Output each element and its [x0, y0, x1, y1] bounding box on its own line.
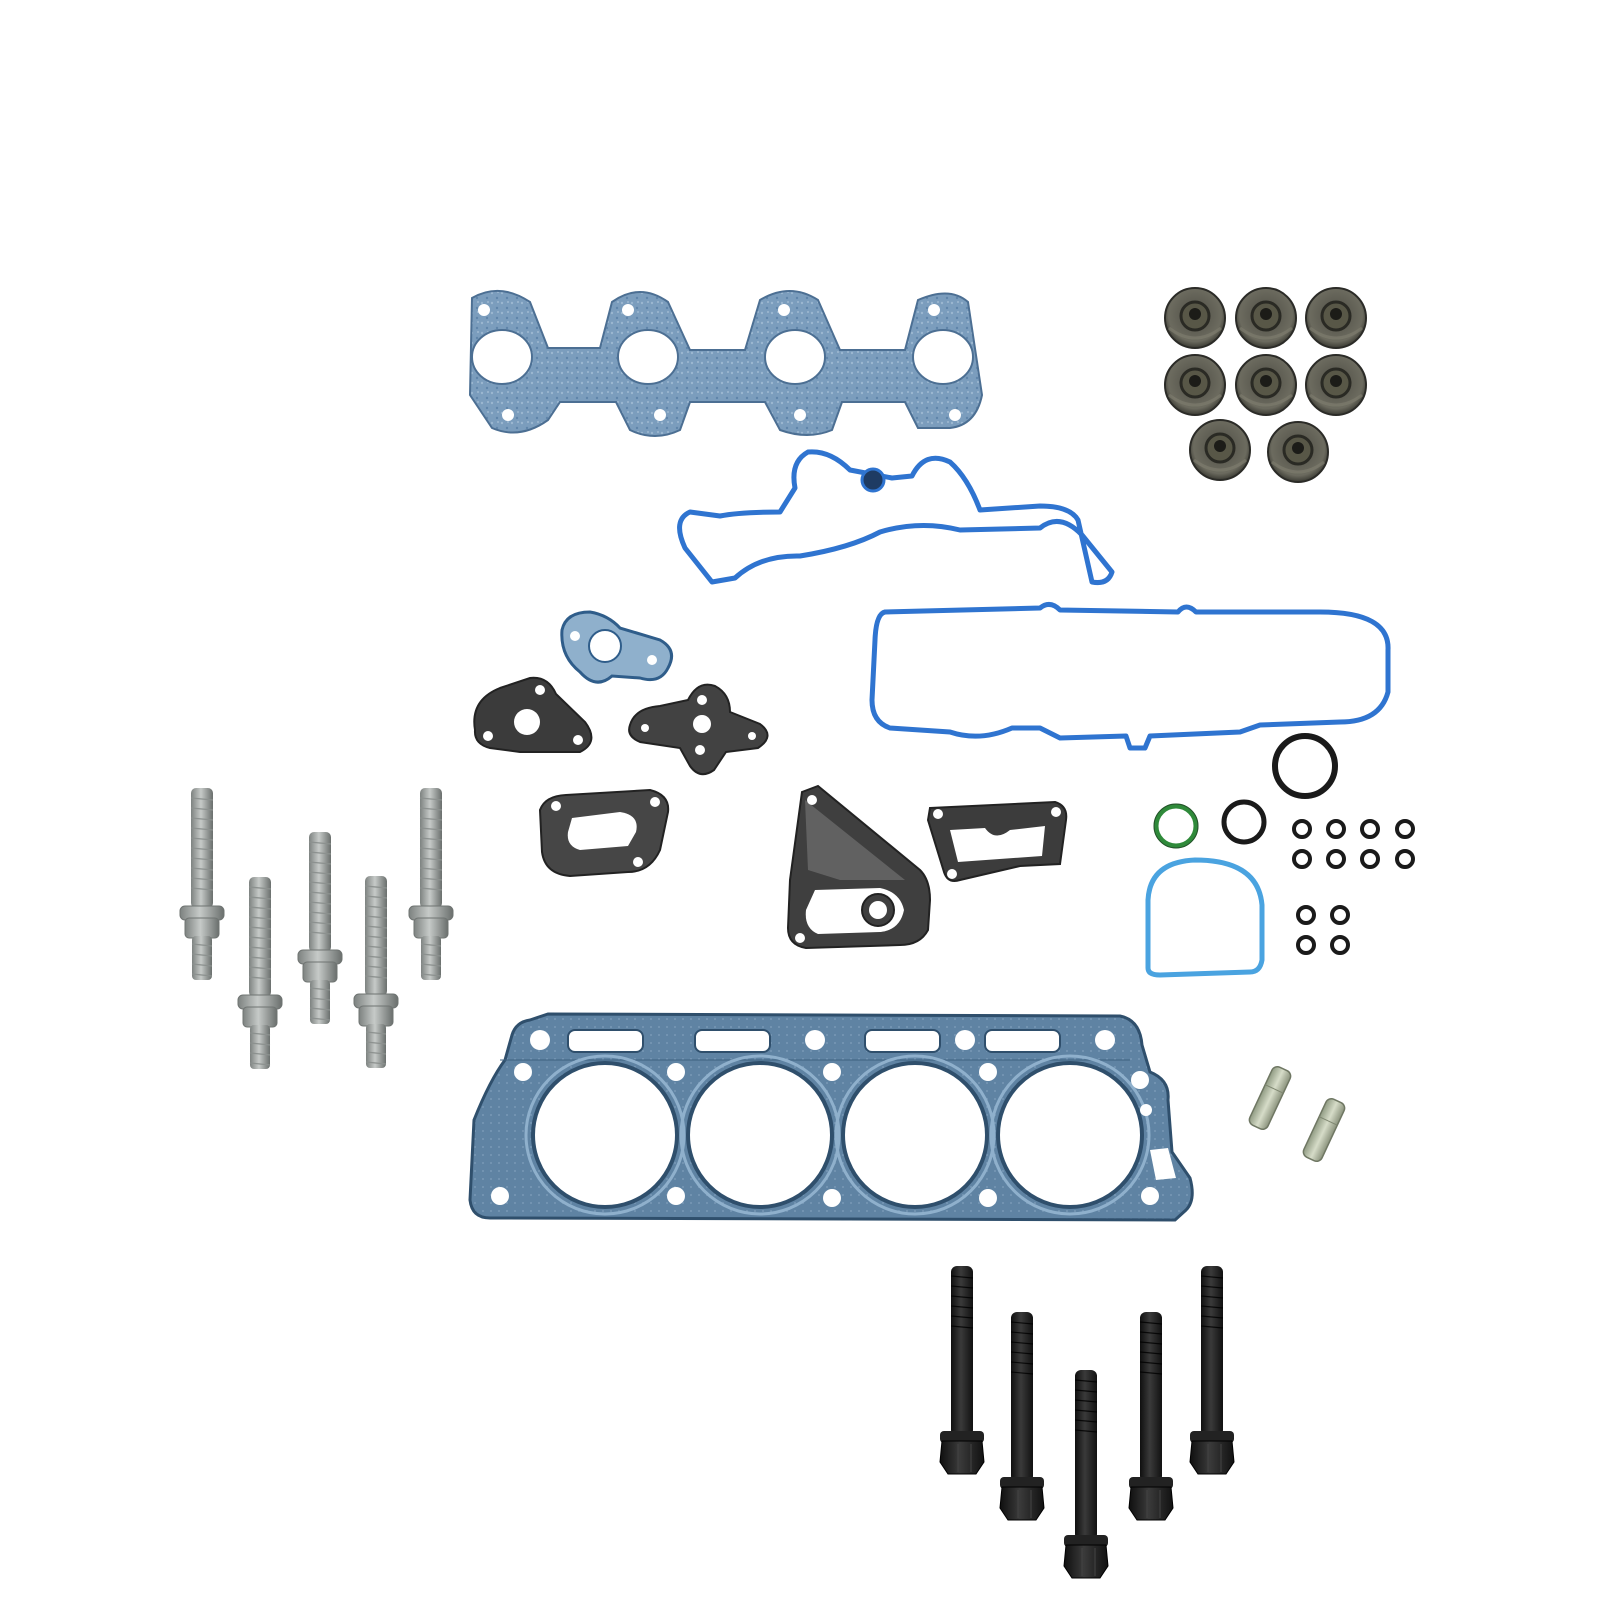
valve-stem-seal — [1163, 353, 1227, 417]
valve-stem-seal — [1234, 353, 1298, 417]
valve-stem-seal — [1266, 420, 1330, 484]
valve-stem-seal — [1304, 353, 1368, 417]
timing-cover-seal — [1145, 857, 1265, 978]
black-gasket-three-hole — [628, 683, 769, 776]
o-rings-large — [1153, 733, 1338, 849]
exhaust-manifold-gasket — [468, 289, 984, 437]
dowel-pin — [1302, 1097, 1346, 1163]
valve-cover-seal-upper — [677, 449, 1115, 585]
black-gasket-lower-left — [538, 788, 670, 878]
dowel-pins — [1248, 1065, 1346, 1163]
cylinder-head-gasket — [468, 1012, 1194, 1222]
valve-stem-seal — [1163, 286, 1227, 350]
valve-stem-seal — [1304, 286, 1368, 350]
black-gasket-triangle-left — [473, 676, 593, 753]
valve-stem-seal — [1234, 286, 1298, 350]
dowel-pin — [1248, 1065, 1292, 1131]
water-pump-gasket — [786, 784, 932, 950]
thermostat-gasket — [926, 800, 1068, 882]
egr-gasket-blue — [560, 610, 674, 684]
valve-cover-seal-lower — [869, 602, 1391, 751]
valve-stem-seal — [1188, 418, 1252, 482]
